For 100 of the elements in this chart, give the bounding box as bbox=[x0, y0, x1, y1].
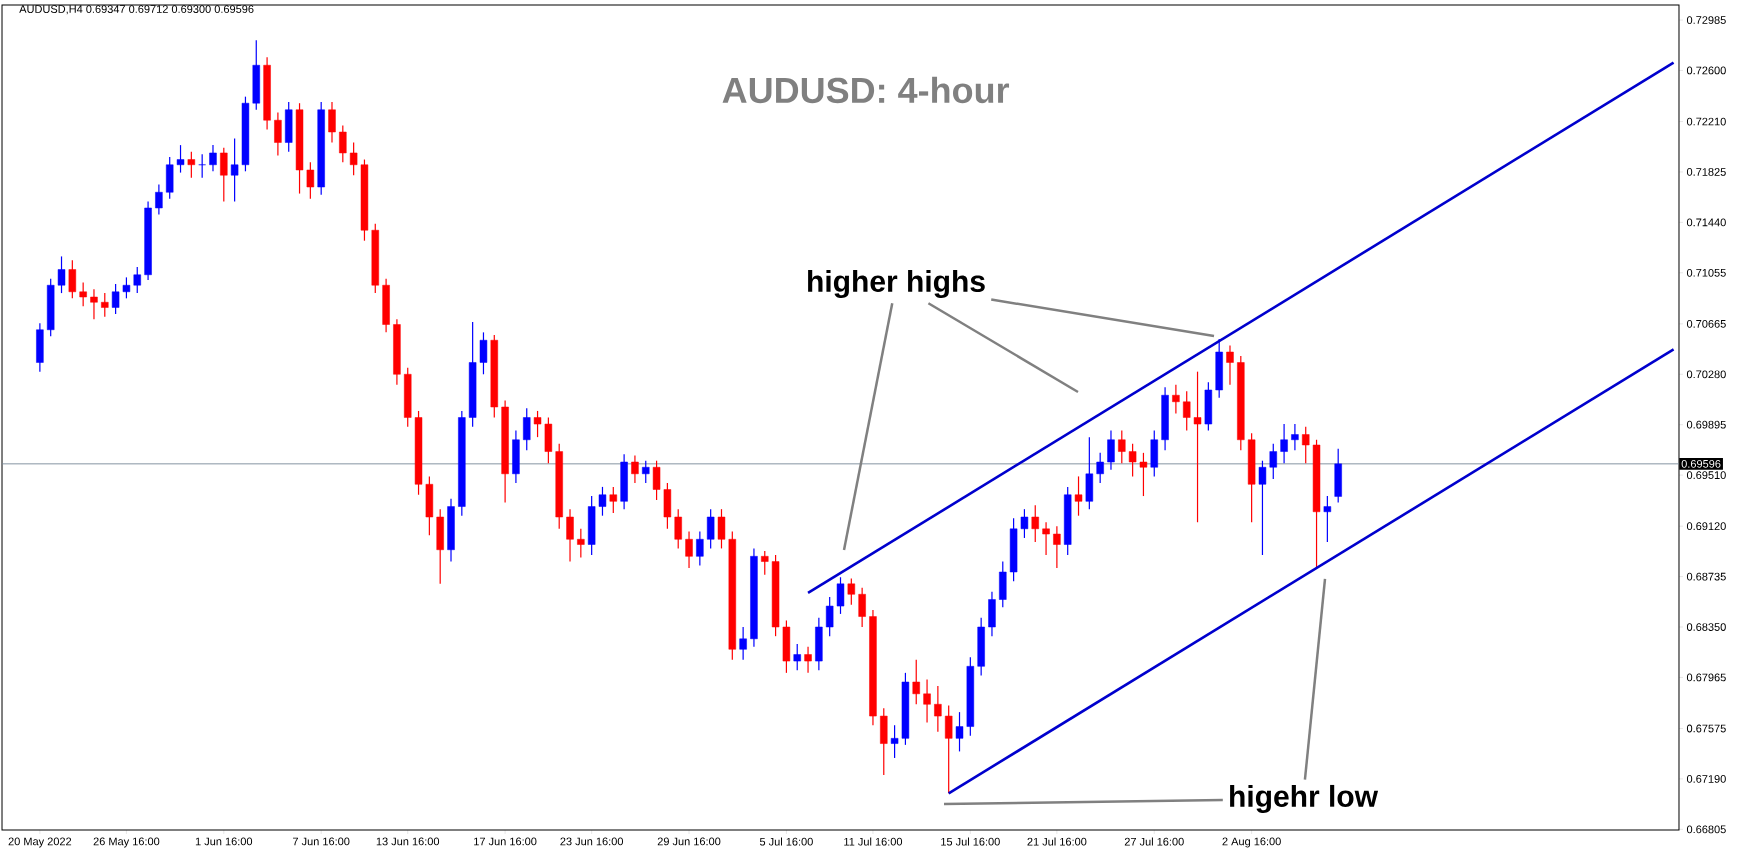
candlestick bbox=[479, 331, 488, 375]
candlestick bbox=[696, 530, 704, 567]
candlestick bbox=[306, 161, 315, 200]
candlestick bbox=[1118, 429, 1126, 464]
candlestick bbox=[155, 183, 163, 216]
candlestick bbox=[847, 577, 856, 606]
text: AUDUSD: 4-hour bbox=[722, 76, 1010, 104]
y-tick-label: 0.72600 bbox=[1686, 66, 1726, 75]
candlestick bbox=[609, 486, 618, 514]
candlestick bbox=[209, 144, 217, 172]
y-tick-label: 0.70665 bbox=[1686, 319, 1726, 328]
candlestick bbox=[1172, 384, 1180, 415]
y-tick-label: 0.70280 bbox=[1686, 370, 1726, 379]
candlestick bbox=[1139, 452, 1148, 497]
x-tick-label: 1 Jun 16:00 bbox=[195, 837, 253, 846]
candlestick bbox=[674, 508, 682, 550]
x-tick-label: 27 Jul 16:00 bbox=[1124, 837, 1184, 846]
candlestick bbox=[79, 282, 87, 307]
candlestick bbox=[858, 587, 866, 628]
candlestick bbox=[912, 659, 920, 705]
x-tick-label: 20 May 2022 bbox=[8, 837, 72, 848]
candlestick bbox=[1031, 504, 1039, 543]
y-tick-label: 0.69120 bbox=[1686, 522, 1726, 531]
candlestick bbox=[1042, 521, 1050, 556]
y-tick-label: 0.68735 bbox=[1686, 572, 1726, 581]
candlestick bbox=[1183, 390, 1191, 432]
candlestick bbox=[1020, 508, 1029, 539]
candlestick bbox=[804, 646, 812, 674]
candlestick bbox=[122, 276, 131, 299]
candlestick bbox=[825, 596, 834, 637]
candlestick bbox=[220, 147, 228, 203]
candlestick bbox=[890, 724, 899, 759]
candlestick bbox=[642, 460, 650, 484]
candlestick bbox=[230, 137, 239, 203]
candlestick bbox=[836, 576, 845, 615]
candlestick bbox=[1226, 344, 1234, 386]
candlestick bbox=[944, 704, 953, 794]
candlestick bbox=[706, 508, 715, 550]
annotation: higher highs bbox=[808, 269, 985, 299]
candlestick bbox=[176, 144, 185, 174]
candlestick bbox=[349, 141, 358, 176]
candlestick bbox=[631, 454, 639, 484]
candlestick bbox=[1323, 495, 1332, 543]
candlestick bbox=[577, 528, 585, 559]
candlestick bbox=[1128, 443, 1137, 478]
candlestick bbox=[274, 111, 282, 157]
y-tick-label: 0.71825 bbox=[1686, 168, 1726, 176]
x-tick-label: 17 Jun 16:00 bbox=[474, 837, 537, 846]
y-tick-label: 0.67190 bbox=[1686, 775, 1726, 783]
candlestick bbox=[934, 685, 942, 733]
candlestick bbox=[133, 266, 141, 294]
candlestick bbox=[761, 550, 769, 576]
candlestick bbox=[57, 255, 66, 294]
x-tick-label: 23 Jun 16:00 bbox=[560, 837, 623, 846]
x-tick-label: 13 Jun 16:00 bbox=[376, 837, 440, 846]
candlestick bbox=[566, 508, 574, 563]
candlestick bbox=[793, 643, 801, 671]
ref-line-label: 0.69596 bbox=[1681, 459, 1721, 468]
candlestick bbox=[717, 508, 726, 550]
candlestick bbox=[739, 626, 747, 661]
candlestick bbox=[1258, 460, 1267, 556]
candlestick bbox=[1193, 371, 1202, 523]
candlestick bbox=[1291, 423, 1299, 451]
candlestick bbox=[1096, 452, 1104, 484]
candlestick bbox=[111, 283, 120, 315]
candlestick bbox=[523, 407, 531, 451]
y-tick-label: 0.67965 bbox=[1686, 673, 1726, 682]
x-tick-label: 26 May 16:00 bbox=[93, 837, 160, 848]
x-tick-label: 2 Aug 16:00 bbox=[1222, 837, 1281, 848]
candlestick bbox=[598, 486, 607, 517]
y-tick-label: 0.71440 bbox=[1686, 218, 1726, 227]
y-tick-label: 0.69510 bbox=[1686, 471, 1726, 479]
annotation: AUDUSD,H4 0.69347 0.69712 0.69300 0.69596 bbox=[19, 5, 254, 15]
candlestick bbox=[955, 711, 964, 753]
candlestick bbox=[187, 151, 196, 179]
candlestick bbox=[1302, 426, 1310, 464]
x-tick-label: 7 Jun 16:00 bbox=[293, 837, 350, 846]
candlestick bbox=[328, 101, 336, 144]
y-tick-label: 0.68350 bbox=[1686, 623, 1726, 631]
y-tick-label: 0.72210 bbox=[1686, 117, 1726, 126]
candlestick bbox=[90, 288, 98, 320]
candlestick bbox=[101, 292, 109, 318]
candlestick bbox=[533, 410, 542, 438]
candlestick bbox=[652, 460, 661, 501]
y-tick-label: 0.67575 bbox=[1686, 724, 1726, 733]
candlestick bbox=[1280, 423, 1288, 464]
y-tick-label: 0.72985 bbox=[1686, 16, 1726, 24]
candlestick bbox=[1074, 475, 1083, 517]
annotation: higehr low bbox=[1230, 784, 1379, 814]
x-tick-label: 15 Jul 16:00 bbox=[941, 837, 1000, 846]
x-tick-label: 5 Jul 16:00 bbox=[759, 837, 813, 846]
candlestick bbox=[68, 259, 77, 299]
candlestick bbox=[1107, 429, 1115, 471]
candlestick bbox=[923, 678, 931, 724]
candlestick bbox=[1053, 525, 1061, 569]
x-tick-label: 11 Jul 16:00 bbox=[844, 837, 903, 846]
y-tick-label: 0.71055 bbox=[1686, 268, 1726, 277]
y-tick-label: 0.66805 bbox=[1686, 825, 1726, 834]
candlestick bbox=[339, 124, 347, 163]
x-tick-label: 29 Jun 16:00 bbox=[657, 837, 721, 846]
